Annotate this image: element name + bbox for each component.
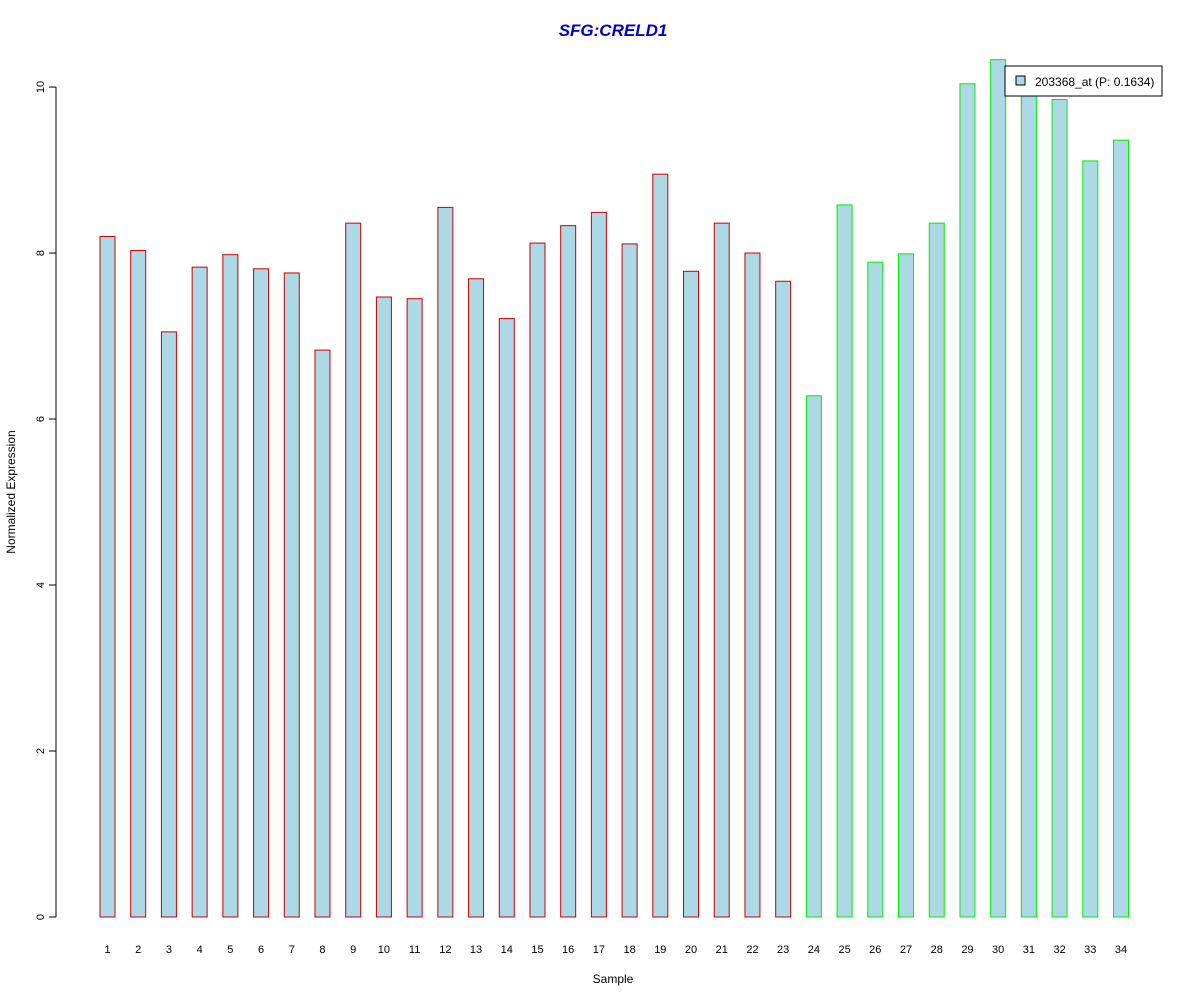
- bar: [775, 280, 792, 918]
- x-tick-label: 29: [961, 944, 973, 956]
- x-tick-label: 30: [992, 944, 1004, 956]
- bar: [713, 222, 730, 918]
- x-tick-label: 9: [350, 944, 356, 956]
- x-tick-label: 22: [746, 944, 758, 956]
- bar: [990, 59, 1007, 918]
- x-tick-label: 24: [808, 944, 820, 956]
- bar: [928, 222, 945, 918]
- x-tick-label: 13: [470, 944, 482, 956]
- bar: [437, 206, 454, 918]
- legend-label: 203368_at (P: 0.1634): [1035, 75, 1154, 89]
- x-tick-label: 31: [1023, 944, 1035, 956]
- y-tick-label: 0: [35, 914, 47, 920]
- x-tick-label: 19: [654, 944, 666, 956]
- legend: 203368_at (P: 0.1634): [1004, 65, 1163, 97]
- legend-box: [1004, 65, 1163, 97]
- x-tick-label: 8: [319, 944, 325, 956]
- x-tick-label: 28: [931, 944, 943, 956]
- bar: [1113, 139, 1129, 918]
- x-tick-label: 1: [104, 944, 110, 956]
- x-axis-label: Sample: [593, 972, 634, 986]
- y-tick-label: 8: [35, 250, 47, 256]
- legend-swatch: [1015, 75, 1026, 86]
- x-tick-label: 4: [197, 944, 203, 956]
- x-tick-label: 33: [1084, 944, 1096, 956]
- x-tick-label: 26: [869, 944, 881, 956]
- bar: [345, 222, 362, 918]
- bar: [191, 266, 208, 918]
- y-axis-label: Normalized Expression: [4, 430, 18, 553]
- x-tick-label: 27: [900, 944, 912, 956]
- bar: [652, 173, 669, 918]
- bar: [1020, 66, 1037, 918]
- bar: [560, 225, 577, 918]
- x-tick-label: 34: [1115, 944, 1127, 956]
- bar: [744, 252, 761, 918]
- x-tick-label: 21: [716, 944, 728, 956]
- x-tick-label: 3: [166, 944, 172, 956]
- bar: [621, 243, 638, 918]
- x-tick-label: 11: [409, 944, 420, 956]
- bar: [959, 83, 976, 918]
- x-tick-label: 16: [562, 944, 574, 956]
- chart-title: SFG:CRELD1: [559, 21, 668, 40]
- bars: [99, 59, 1129, 918]
- x-tick-label: 20: [685, 944, 697, 956]
- y-axis: 0 2 4 6 8 10: [35, 81, 57, 920]
- bar: [222, 254, 239, 918]
- y-tick-label: 2: [35, 748, 47, 754]
- x-tick-label: 6: [258, 944, 264, 956]
- x-tick-label: 14: [501, 944, 513, 956]
- x-tick-label: 17: [593, 944, 605, 956]
- y-tick-label: 4: [35, 582, 47, 588]
- bar: [406, 298, 423, 918]
- bar: [867, 261, 884, 918]
- bar: [253, 268, 270, 918]
- bar: [590, 211, 607, 918]
- bar: [1082, 160, 1099, 918]
- bar: [314, 349, 331, 918]
- y-tick-label: 10: [35, 81, 47, 93]
- bar: [99, 235, 116, 918]
- bar: [1051, 99, 1068, 918]
- x-tick-label: 32: [1053, 944, 1065, 956]
- bar: [805, 395, 822, 918]
- x-tick-label: 12: [439, 944, 451, 956]
- x-tick-label: 15: [531, 944, 543, 956]
- bar: [529, 242, 546, 918]
- bar: [898, 253, 915, 918]
- bar: [283, 272, 300, 918]
- bar: [375, 296, 392, 918]
- x-tick-label: 5: [227, 944, 233, 956]
- bar: [836, 204, 853, 918]
- x-tick-label: 10: [378, 944, 390, 956]
- x-tick-label: 23: [777, 944, 789, 956]
- bar: [468, 278, 485, 918]
- x-tick-label: 25: [838, 944, 850, 956]
- y-tick-label: 6: [35, 416, 47, 422]
- x-tick-label: 18: [623, 944, 635, 956]
- bar: [160, 331, 177, 918]
- bar: [498, 318, 515, 918]
- bar: [130, 250, 147, 918]
- x-tick-label: 2: [135, 944, 141, 956]
- bar: [683, 270, 700, 918]
- x-axis-tick-labels: 1 2 3 4 5 6 7 8 9 10 11 12 13 14 15 16 17 18 19 20 21 22 23 24 2…: [104, 944, 1127, 956]
- x-tick-label: 7: [289, 944, 295, 956]
